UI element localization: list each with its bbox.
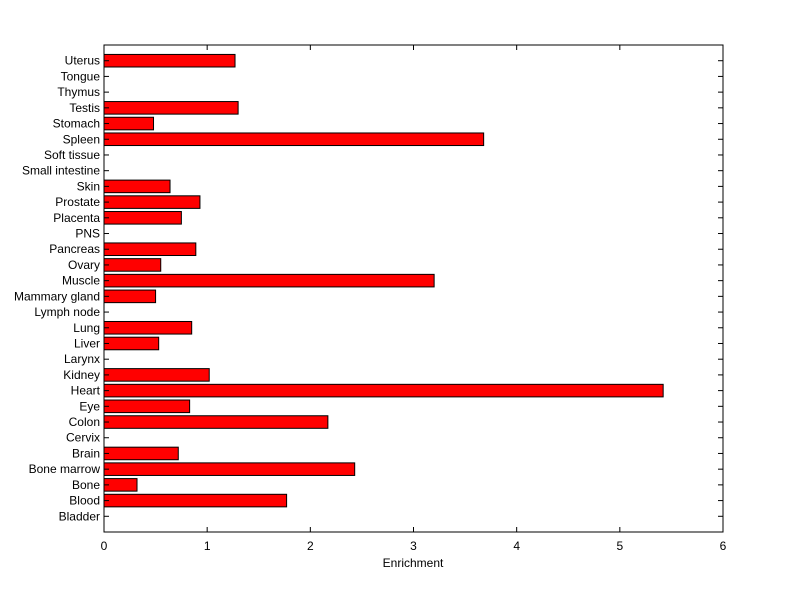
y-tick-label: Lung: [73, 321, 100, 335]
y-tick-label: PNS: [75, 227, 100, 241]
bar-kidney: [103, 368, 210, 382]
y-tick-label: Placenta: [53, 211, 100, 225]
bar-uterus: [103, 53, 236, 68]
x-tick-label: 1: [204, 539, 211, 553]
bar-lung: [103, 320, 193, 335]
bar-muscle: [103, 273, 435, 288]
x-tick-label: 0: [101, 539, 108, 553]
bar-stomach: [103, 116, 155, 131]
y-tick-label: Heart: [71, 384, 101, 398]
y-tick-label: Small intestine: [22, 164, 100, 178]
bar-spleen: [103, 132, 485, 147]
bar-testis: [103, 101, 239, 115]
y-tick-label: Stomach: [53, 117, 100, 131]
bar-pancreas: [103, 242, 197, 257]
y-tick-label: Thymus: [57, 85, 100, 99]
x-tick-label: 3: [410, 539, 417, 553]
y-tick-label: Soft tissue: [44, 148, 100, 162]
y-tick-label: Testis: [69, 101, 100, 115]
x-tick-labels: 0 1 2 3 4 5 6: [101, 539, 727, 553]
bar-blood: [103, 493, 288, 508]
y-tick-label: Pancreas: [49, 242, 100, 256]
bar-brain: [103, 446, 179, 461]
y-tick-label: Colon: [69, 415, 100, 429]
y-tick-label: Blood: [69, 494, 100, 508]
x-tick-label: 4: [513, 539, 520, 553]
y-tick-label: Kidney: [63, 368, 100, 382]
ticks-layer: [103, 45, 724, 532]
y-tick-label: Bone: [72, 478, 100, 492]
bar-prostate: [103, 195, 201, 209]
bar-mammary-gland: [103, 289, 157, 304]
bar-eye: [103, 399, 191, 414]
y-tick-label: Bladder: [59, 509, 100, 523]
y-tick-label: Larynx: [64, 352, 100, 366]
y-tick-label: Muscle: [62, 274, 100, 288]
plot-frame: [103, 44, 724, 533]
y-tick-label: Prostate: [55, 195, 100, 209]
bar-colon: [103, 415, 329, 429]
y-tick-label: Liver: [74, 336, 100, 350]
y-tick-label: Brain: [72, 446, 100, 460]
x-axis-label: Enrichment: [383, 556, 444, 570]
y-tick-label: Ovary: [68, 258, 100, 272]
x-tick-label: 5: [616, 539, 623, 553]
y-tick-label: Uterus: [65, 54, 100, 68]
y-tick-label: Lymph node: [34, 305, 100, 319]
y-tick-label: Mammary gland: [14, 289, 100, 303]
y-tick-label: Spleen: [63, 132, 100, 146]
y-tick-label: Bone marrow: [29, 462, 101, 476]
x-tick-label: 2: [307, 539, 314, 553]
bar-liver: [103, 336, 160, 351]
bar-placenta: [103, 211, 182, 225]
x-tick-label: 6: [720, 539, 727, 553]
bars-layer: [103, 53, 664, 508]
y-tick-label: Tongue: [61, 69, 101, 83]
y-tick-label: Cervix: [66, 431, 100, 445]
bar-skin: [103, 179, 171, 194]
bar-heart: [103, 383, 664, 398]
bar-bone-marrow: [103, 462, 356, 476]
y-tick-label: Eye: [79, 399, 100, 413]
y-tick-label: Skin: [77, 179, 100, 193]
bar-ovary: [103, 258, 162, 272]
